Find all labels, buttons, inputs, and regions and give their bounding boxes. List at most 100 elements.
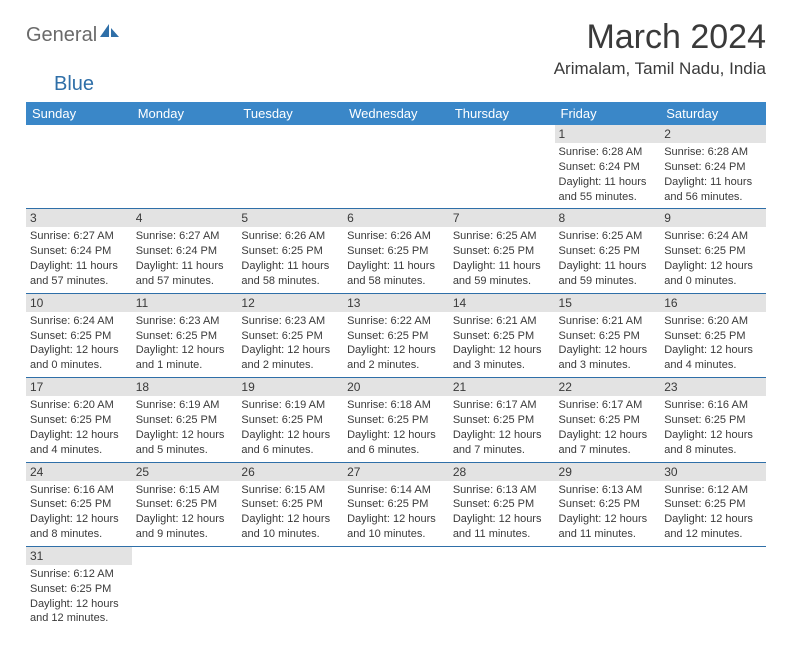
day-number: 20 bbox=[343, 378, 449, 396]
day-details: Sunrise: 6:20 AMSunset: 6:25 PMDaylight:… bbox=[660, 312, 766, 377]
day-number: 12 bbox=[237, 294, 343, 312]
day-number: 14 bbox=[449, 294, 555, 312]
calendar-day-cell bbox=[343, 125, 449, 209]
day-number: 10 bbox=[26, 294, 132, 312]
calendar-day-cell: 29Sunrise: 6:13 AMSunset: 6:25 PMDayligh… bbox=[555, 462, 661, 546]
day-details: Sunrise: 6:22 AMSunset: 6:25 PMDaylight:… bbox=[343, 312, 449, 377]
day-details: Sunrise: 6:12 AMSunset: 6:25 PMDaylight:… bbox=[660, 481, 766, 546]
calendar-day-cell: 20Sunrise: 6:18 AMSunset: 6:25 PMDayligh… bbox=[343, 378, 449, 462]
calendar-day-cell: 31Sunrise: 6:12 AMSunset: 6:25 PMDayligh… bbox=[26, 546, 132, 630]
calendar-day-cell: 12Sunrise: 6:23 AMSunset: 6:25 PMDayligh… bbox=[237, 293, 343, 377]
calendar-day-cell: 14Sunrise: 6:21 AMSunset: 6:25 PMDayligh… bbox=[449, 293, 555, 377]
day-details: Sunrise: 6:15 AMSunset: 6:25 PMDaylight:… bbox=[132, 481, 238, 546]
day-number: 16 bbox=[660, 294, 766, 312]
day-details: Sunrise: 6:24 AMSunset: 6:25 PMDaylight:… bbox=[26, 312, 132, 377]
brand-logo: General bbox=[26, 24, 121, 47]
day-number: 23 bbox=[660, 378, 766, 396]
calendar-day-cell bbox=[555, 546, 661, 630]
calendar-day-cell: 17Sunrise: 6:20 AMSunset: 6:25 PMDayligh… bbox=[26, 378, 132, 462]
day-details: Sunrise: 6:17 AMSunset: 6:25 PMDaylight:… bbox=[555, 396, 661, 461]
calendar-day-cell bbox=[449, 125, 555, 209]
calendar-day-cell bbox=[237, 546, 343, 630]
calendar-day-cell: 22Sunrise: 6:17 AMSunset: 6:25 PMDayligh… bbox=[555, 378, 661, 462]
day-number: 11 bbox=[132, 294, 238, 312]
day-number: 3 bbox=[26, 209, 132, 227]
day-details: Sunrise: 6:23 AMSunset: 6:25 PMDaylight:… bbox=[132, 312, 238, 377]
calendar-day-cell: 7Sunrise: 6:25 AMSunset: 6:25 PMDaylight… bbox=[449, 209, 555, 293]
calendar-day-cell: 3Sunrise: 6:27 AMSunset: 6:24 PMDaylight… bbox=[26, 209, 132, 293]
calendar-day-cell bbox=[343, 546, 449, 630]
day-number: 13 bbox=[343, 294, 449, 312]
calendar-day-cell: 15Sunrise: 6:21 AMSunset: 6:25 PMDayligh… bbox=[555, 293, 661, 377]
day-details: Sunrise: 6:19 AMSunset: 6:25 PMDaylight:… bbox=[132, 396, 238, 461]
day-header: Friday bbox=[555, 102, 661, 125]
calendar-day-cell: 5Sunrise: 6:26 AMSunset: 6:25 PMDaylight… bbox=[237, 209, 343, 293]
calendar-day-cell: 18Sunrise: 6:19 AMSunset: 6:25 PMDayligh… bbox=[132, 378, 238, 462]
day-number: 2 bbox=[660, 125, 766, 143]
day-number: 27 bbox=[343, 463, 449, 481]
day-header: Monday bbox=[132, 102, 238, 125]
day-number: 1 bbox=[555, 125, 661, 143]
day-number: 25 bbox=[132, 463, 238, 481]
day-header: Thursday bbox=[449, 102, 555, 125]
header: General March 2024 Arimalam, Tamil Nadu,… bbox=[26, 18, 766, 79]
day-details: Sunrise: 6:18 AMSunset: 6:25 PMDaylight:… bbox=[343, 396, 449, 461]
day-header: Tuesday bbox=[237, 102, 343, 125]
calendar-day-cell: 28Sunrise: 6:13 AMSunset: 6:25 PMDayligh… bbox=[449, 462, 555, 546]
day-details: Sunrise: 6:26 AMSunset: 6:25 PMDaylight:… bbox=[343, 227, 449, 292]
calendar-day-cell: 6Sunrise: 6:26 AMSunset: 6:25 PMDaylight… bbox=[343, 209, 449, 293]
calendar-day-cell: 19Sunrise: 6:19 AMSunset: 6:25 PMDayligh… bbox=[237, 378, 343, 462]
calendar-week-row: 31Sunrise: 6:12 AMSunset: 6:25 PMDayligh… bbox=[26, 546, 766, 630]
calendar-day-cell: 2Sunrise: 6:28 AMSunset: 6:24 PMDaylight… bbox=[660, 125, 766, 209]
brand-part1: General bbox=[26, 24, 97, 47]
calendar-day-cell bbox=[132, 546, 238, 630]
day-header-row: Sunday Monday Tuesday Wednesday Thursday… bbox=[26, 102, 766, 125]
calendar-day-cell: 16Sunrise: 6:20 AMSunset: 6:25 PMDayligh… bbox=[660, 293, 766, 377]
day-number: 26 bbox=[237, 463, 343, 481]
calendar-day-cell bbox=[660, 546, 766, 630]
day-number: 22 bbox=[555, 378, 661, 396]
day-header: Saturday bbox=[660, 102, 766, 125]
day-details: Sunrise: 6:15 AMSunset: 6:25 PMDaylight:… bbox=[237, 481, 343, 546]
calendar-day-cell: 1Sunrise: 6:28 AMSunset: 6:24 PMDaylight… bbox=[555, 125, 661, 209]
calendar-week-row: 10Sunrise: 6:24 AMSunset: 6:25 PMDayligh… bbox=[26, 293, 766, 377]
day-number: 24 bbox=[26, 463, 132, 481]
day-number: 31 bbox=[26, 547, 132, 565]
day-details: Sunrise: 6:14 AMSunset: 6:25 PMDaylight:… bbox=[343, 481, 449, 546]
calendar-day-cell: 9Sunrise: 6:24 AMSunset: 6:25 PMDaylight… bbox=[660, 209, 766, 293]
calendar-week-row: 3Sunrise: 6:27 AMSunset: 6:24 PMDaylight… bbox=[26, 209, 766, 293]
calendar-day-cell: 21Sunrise: 6:17 AMSunset: 6:25 PMDayligh… bbox=[449, 378, 555, 462]
brand-part2: Blue bbox=[54, 73, 94, 95]
brand-sail-icon bbox=[99, 22, 121, 45]
calendar-day-cell bbox=[26, 125, 132, 209]
month-title: March 2024 bbox=[554, 18, 766, 57]
calendar-page: General March 2024 Arimalam, Tamil Nadu,… bbox=[0, 0, 792, 648]
calendar-day-cell: 11Sunrise: 6:23 AMSunset: 6:25 PMDayligh… bbox=[132, 293, 238, 377]
day-details: Sunrise: 6:27 AMSunset: 6:24 PMDaylight:… bbox=[26, 227, 132, 292]
calendar-day-cell: 25Sunrise: 6:15 AMSunset: 6:25 PMDayligh… bbox=[132, 462, 238, 546]
calendar-day-cell: 30Sunrise: 6:12 AMSunset: 6:25 PMDayligh… bbox=[660, 462, 766, 546]
calendar-day-cell bbox=[237, 125, 343, 209]
calendar-day-cell: 8Sunrise: 6:25 AMSunset: 6:25 PMDaylight… bbox=[555, 209, 661, 293]
calendar-day-cell: 26Sunrise: 6:15 AMSunset: 6:25 PMDayligh… bbox=[237, 462, 343, 546]
day-details: Sunrise: 6:20 AMSunset: 6:25 PMDaylight:… bbox=[26, 396, 132, 461]
calendar-day-cell: 27Sunrise: 6:14 AMSunset: 6:25 PMDayligh… bbox=[343, 462, 449, 546]
calendar-table: Sunday Monday Tuesday Wednesday Thursday… bbox=[26, 102, 766, 630]
day-number: 5 bbox=[237, 209, 343, 227]
calendar-day-cell: 13Sunrise: 6:22 AMSunset: 6:25 PMDayligh… bbox=[343, 293, 449, 377]
day-number: 18 bbox=[132, 378, 238, 396]
calendar-day-cell: 23Sunrise: 6:16 AMSunset: 6:25 PMDayligh… bbox=[660, 378, 766, 462]
day-details: Sunrise: 6:27 AMSunset: 6:24 PMDaylight:… bbox=[132, 227, 238, 292]
day-number: 7 bbox=[449, 209, 555, 227]
day-details: Sunrise: 6:24 AMSunset: 6:25 PMDaylight:… bbox=[660, 227, 766, 292]
day-details: Sunrise: 6:25 AMSunset: 6:25 PMDaylight:… bbox=[449, 227, 555, 292]
day-details: Sunrise: 6:26 AMSunset: 6:25 PMDaylight:… bbox=[237, 227, 343, 292]
day-header: Wednesday bbox=[343, 102, 449, 125]
calendar-day-cell: 4Sunrise: 6:27 AMSunset: 6:24 PMDaylight… bbox=[132, 209, 238, 293]
day-number: 17 bbox=[26, 378, 132, 396]
day-number: 30 bbox=[660, 463, 766, 481]
day-details: Sunrise: 6:21 AMSunset: 6:25 PMDaylight:… bbox=[555, 312, 661, 377]
day-number: 28 bbox=[449, 463, 555, 481]
day-details: Sunrise: 6:28 AMSunset: 6:24 PMDaylight:… bbox=[555, 143, 661, 208]
day-details: Sunrise: 6:25 AMSunset: 6:25 PMDaylight:… bbox=[555, 227, 661, 292]
